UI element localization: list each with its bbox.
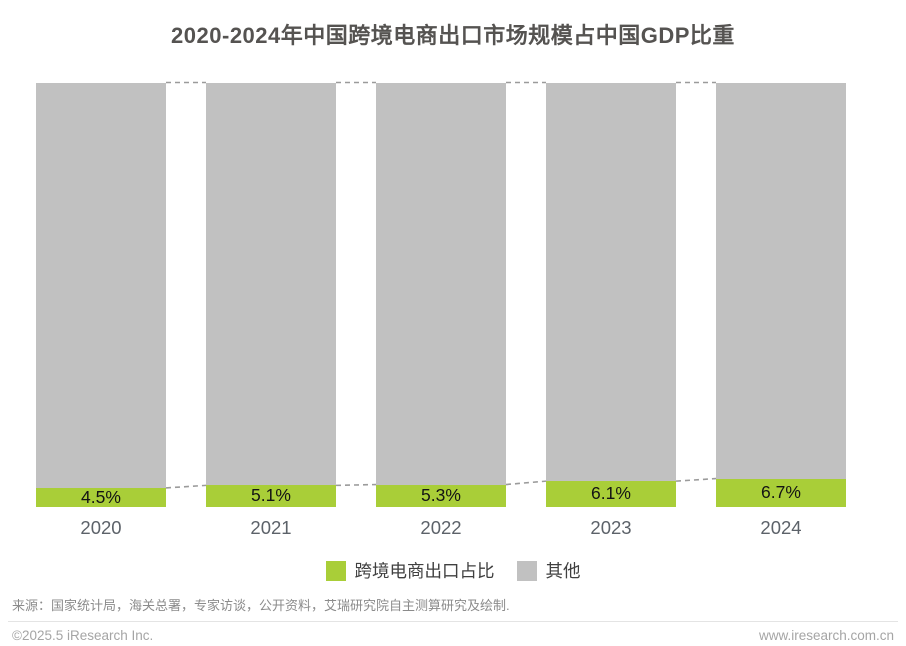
- bar-segment-other-2022: [376, 83, 506, 485]
- x-axis-label-2020: 2020: [80, 517, 122, 538]
- legend-label-other: 其他: [545, 561, 581, 581]
- bar-2024: 6.7%: [716, 83, 846, 507]
- x-axis-label-2021: 2021: [250, 517, 292, 538]
- bar-value-label-2022: 5.3%: [421, 485, 461, 506]
- legend-item-other: 其他: [516, 558, 581, 583]
- bar-value-label-2024: 6.7%: [761, 482, 801, 503]
- bar-2020: 4.5%: [36, 83, 166, 507]
- footer-divider: [8, 621, 898, 622]
- bar-segment-export-2022: 5.3%: [376, 484, 506, 507]
- legend: 跨境电商出口占比 其他: [0, 558, 906, 583]
- footer-copyright: ©2025.5 iResearch Inc.: [12, 628, 154, 643]
- bar-segment-export-2023: 6.1%: [546, 481, 676, 507]
- bar-value-label-2021: 5.1%: [251, 485, 291, 506]
- source-note: 来源：国家统计局，海关总署，专家访谈，公开资料，艾瑞研究院自主测算研究及绘制.: [12, 598, 510, 613]
- bar-segment-export-2020: 4.5%: [36, 486, 166, 507]
- bar-2023: 6.1%: [546, 83, 676, 507]
- x-axis-label-2022: 2022: [420, 517, 462, 538]
- bar-segment-other-2023: [546, 83, 676, 482]
- bar-value-label-2020: 4.5%: [81, 486, 121, 507]
- x-axis-label-2024: 2024: [760, 517, 802, 538]
- legend-label-export-share: 跨境电商出口占比: [354, 561, 495, 581]
- legend-swatch-gray: [516, 560, 537, 581]
- legend-item-export-share: 跨境电商出口占比: [325, 558, 495, 583]
- chart-title: 2020-2024年中国跨境电商出口市场规模占中国GDP比重: [171, 23, 735, 48]
- bar-segment-export-2021: 5.1%: [206, 485, 336, 507]
- bar-segment-other-2021: [206, 83, 336, 486]
- legend-swatch-green: [325, 560, 346, 581]
- bar-segment-other-2020: [36, 83, 166, 488]
- bar-value-label-2023: 6.1%: [591, 483, 631, 504]
- footer-website[interactable]: www.iresearch.com.cn: [758, 628, 894, 643]
- plot-area: 4.5% 2020 5.1% 2021 5.3% 2022 6.1% 2023 6.7% 2024: [36, 81, 846, 538]
- bar-segment-other-2024: [716, 83, 846, 479]
- bar-2022: 5.3%: [376, 83, 506, 507]
- bar-segment-export-2024: 6.7%: [716, 478, 846, 507]
- x-axis-label-2023: 2023: [590, 517, 632, 538]
- bar-2021: 5.1%: [206, 83, 336, 507]
